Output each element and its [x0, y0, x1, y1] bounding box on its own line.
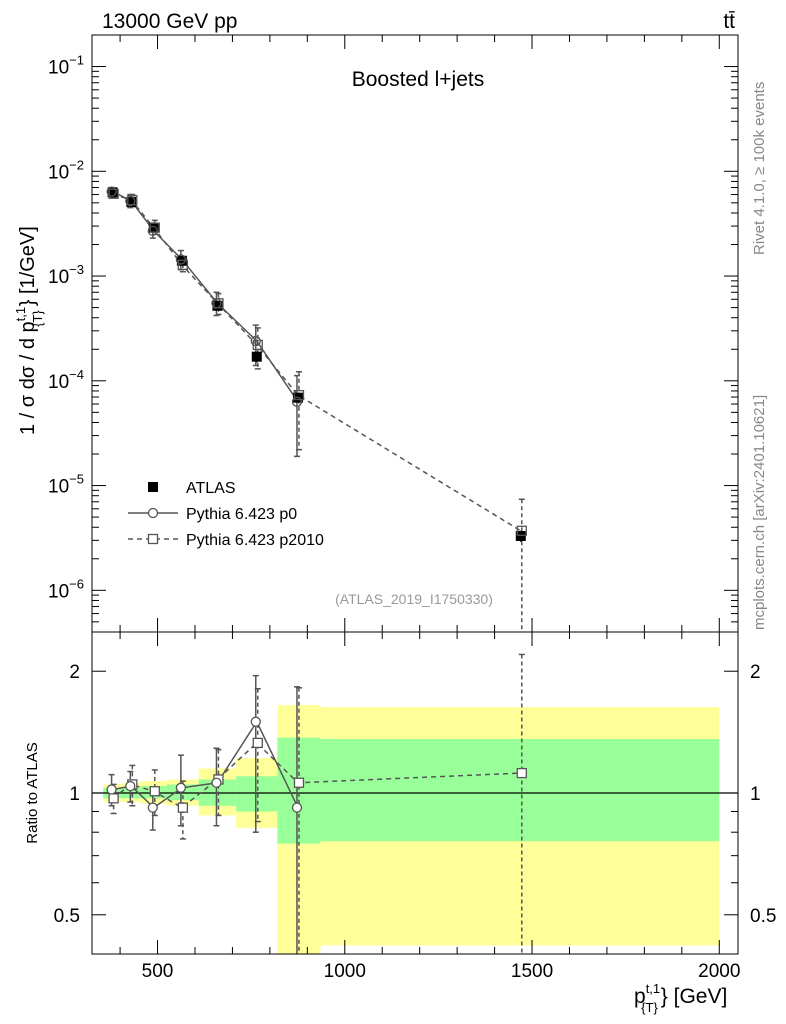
- chart-title: Boosted l+jets: [352, 68, 485, 91]
- legend-label: ATLAS: [186, 480, 236, 497]
- p0-line: [112, 190, 299, 403]
- ratio-p2010-point: [177, 802, 189, 813]
- p2010-point: [293, 389, 305, 401]
- y-tick-label: 10−6: [48, 576, 84, 602]
- p2010-point: [177, 259, 189, 270]
- ratio-p0-point: [291, 802, 303, 813]
- p0-point: [291, 396, 303, 407]
- y-tick-label: 10−1: [48, 53, 84, 79]
- p0-point: [211, 298, 222, 309]
- legend-label: Pythia 6.423 p0: [186, 506, 297, 523]
- svg-text:1 / σ dσ / d pt,1{T}} [1/GeV]: 1 / σ dσ / d pt,1 {T}} [1/GeV]: [13, 226, 45, 435]
- ratio-y-tick-label-right: 1: [750, 784, 761, 805]
- ratio-p0-point: [175, 782, 187, 793]
- legend: ATLAS Pythia 6.423 p0 Pythia 6.423 p2010: [128, 480, 324, 549]
- ratio-p2010-point: [252, 737, 263, 749]
- ratio-band-inner: [320, 738, 720, 842]
- ratio-band-inner: [236, 776, 278, 812]
- ratio-y-tick-label-right: 0.5: [750, 906, 776, 927]
- atlas-point: [212, 300, 223, 311]
- p0-point: [175, 254, 187, 265]
- ratio-y-tick-label: 0.5: [54, 906, 80, 927]
- p0-point: [125, 195, 136, 207]
- ratio-p2010-point: [516, 767, 527, 779]
- x-tick-label: 500: [142, 961, 174, 982]
- x-tick-label: 1500: [511, 961, 553, 982]
- energy-label: 13000 GeV pp: [102, 10, 237, 33]
- analysis-label: (ATLAS_2019_I1750330): [335, 591, 493, 607]
- x-tick-label: 2000: [698, 961, 740, 982]
- atlas-point: [515, 530, 526, 541]
- ratio-p2010-point: [293, 777, 305, 788]
- legend-p0-marker: [147, 507, 159, 519]
- ratio-frame: [91, 631, 739, 955]
- ratio-p0-point: [106, 784, 117, 795]
- atlas-point: [126, 196, 137, 207]
- ratio-y-tick-label: 2: [69, 662, 80, 683]
- ratio-band-inner: [277, 737, 321, 844]
- legend-atlas-marker: [148, 482, 158, 492]
- ratio-p0-point: [250, 716, 261, 727]
- svg-text:pt,1{T}} [GeV]: pt,1 {T}} [GeV]: [634, 981, 727, 1015]
- ratio-p2010-point: [108, 793, 119, 804]
- ratio-p0-point: [147, 802, 158, 813]
- ratio-p2010-point: [149, 786, 160, 797]
- y-tick-label: 10−4: [48, 367, 84, 393]
- atlas-point: [148, 222, 159, 233]
- p2010-line: [112, 193, 522, 532]
- p2010-point: [108, 188, 119, 199]
- main-y-axis-label: 1 / σ dσ / d pt,1 {T}} [1/GeV]: [13, 226, 45, 435]
- p0-point: [250, 335, 261, 347]
- p0-point: [147, 225, 158, 237]
- ratio-y-tick-label-right: 2: [750, 662, 761, 683]
- atlas-point: [107, 187, 118, 198]
- legend-label: Pythia 6.423 p2010: [186, 532, 324, 549]
- x-tick-label: 1000: [324, 961, 366, 982]
- ratio-y-tick-label: 1: [69, 784, 80, 805]
- p2010-point: [516, 525, 527, 536]
- ratio-y-axis-label: Ratio to ATLAS: [24, 742, 41, 843]
- y-tick-label: 10−3: [48, 262, 84, 288]
- x-axis-label: pt,1 {T}} [GeV]: [634, 981, 727, 1015]
- y-tick-label: 10−5: [48, 472, 84, 498]
- atlas-point: [251, 351, 262, 362]
- legend-p2010-marker: [147, 533, 159, 545]
- p0-point: [106, 186, 117, 197]
- process-label: tt̄: [723, 10, 735, 33]
- ratio-p0-point: [211, 777, 222, 788]
- rivet-label: Rivet 4.1.0, ≥ 100k events: [751, 82, 768, 255]
- y-tick-label: 10−2: [48, 157, 84, 183]
- mcplots-label: mcplots.cern.ch [arXiv:2401.10621]: [751, 395, 768, 630]
- ratio-p0-point: [125, 780, 136, 792]
